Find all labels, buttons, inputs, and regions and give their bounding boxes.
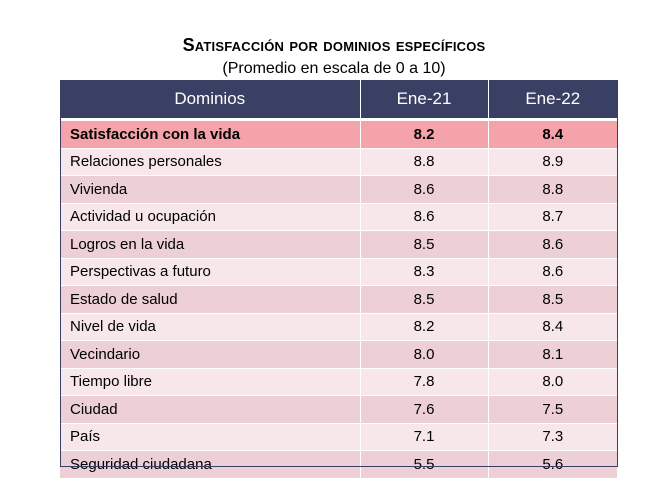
cell-ene-22: 8.7 (488, 202, 617, 231)
table-row: Vivienda 8.6 8.8 (60, 175, 617, 203)
cell-dominio: Ciudad (60, 395, 361, 423)
cell-dominio: Tiempo libre (60, 367, 361, 396)
cell-ene-21: 8.5 (360, 285, 489, 313)
table-row: Satisfacción con la vida 8.2 8.4 (60, 120, 617, 148)
table-title: Satisfacción por dominios específicos (182, 35, 486, 55)
cell-ene-22: 8.8 (488, 175, 617, 203)
header-ene-21: Ene-21 (360, 80, 489, 118)
cell-ene-22: 8.4 (488, 120, 617, 148)
table-row: Estado de salud 8.5 8.5 (60, 285, 617, 313)
cell-ene-21: 8.0 (360, 340, 489, 368)
cell-ene-21: 7.1 (360, 422, 489, 451)
cell-ene-22: 7.3 (488, 422, 617, 451)
table-row: Seguridad ciudadana 5.5 5.6 (60, 450, 617, 478)
cell-ene-21: 8.5 (360, 230, 489, 258)
cell-ene-21: 7.8 (360, 367, 489, 396)
cell-dominio: Logros en la vida (60, 230, 361, 258)
cell-dominio: Estado de salud (60, 285, 361, 313)
cell-ene-22: 8.6 (488, 230, 617, 258)
table-row: Tiempo libre 7.8 8.0 (60, 367, 617, 396)
table-row: Relaciones personales 8.8 8.9 (60, 147, 617, 176)
cell-ene-21: 8.2 (360, 120, 489, 148)
cell-ene-22: 8.9 (488, 147, 617, 176)
cell-ene-21: 8.6 (360, 202, 489, 231)
table-row: Vecindario 8.0 8.1 (60, 340, 617, 368)
cell-dominio: Nivel de vida (60, 312, 361, 341)
cell-ene-21: 8.6 (360, 175, 489, 203)
cell-ene-22: 8.1 (488, 340, 617, 368)
cell-dominio: Satisfacción con la vida (60, 120, 361, 148)
cell-ene-22: 8.4 (488, 312, 617, 341)
cell-ene-22: 8.5 (488, 285, 617, 313)
table-row: País 7.1 7.3 (60, 422, 617, 451)
cell-dominio: Actividad u ocupación (60, 202, 361, 231)
table-row: Nivel de vida 8.2 8.4 (60, 312, 617, 341)
cell-ene-21: 8.8 (360, 147, 489, 176)
table-body: Satisfacción con la vida 8.2 8.4 Relaciones… (60, 118, 617, 478)
table-row: Perspectivas a futuro 8.3 8.6 (60, 257, 617, 286)
cell-dominio: Perspectivas a futuro (60, 257, 361, 286)
satisfaction-table: Dominios Ene-21 Ene-22 Satisfacción con … (60, 80, 617, 478)
cell-ene-22: 5.6 (488, 450, 617, 478)
cell-dominio: Seguridad ciudadana (60, 450, 361, 478)
table-subtitle: (Promedio en escala de 0 a 10) (222, 60, 446, 77)
cell-ene-22: 8.6 (488, 257, 617, 286)
cell-ene-21: 8.3 (360, 257, 489, 286)
table-row: Actividad u ocupación 8.6 8.7 (60, 202, 617, 231)
header-ene-22: Ene-22 (488, 80, 617, 118)
cell-dominio: Relaciones personales (60, 147, 361, 176)
table-row: Logros en la vida 8.5 8.6 (60, 230, 617, 258)
cell-ene-22: 8.0 (488, 367, 617, 396)
header-dominios: Dominios (60, 80, 361, 118)
table-row: Ciudad 7.6 7.5 (60, 395, 617, 423)
cell-ene-21: 8.2 (360, 312, 489, 341)
cell-dominio: País (60, 422, 361, 451)
header-row: Dominios Ene-21 Ene-22 (60, 80, 617, 118)
cell-ene-22: 7.5 (488, 395, 617, 423)
cell-dominio: Vivienda (60, 175, 361, 203)
cell-ene-21: 5.5 (360, 450, 489, 478)
cell-dominio: Vecindario (60, 340, 361, 368)
cell-ene-21: 7.6 (360, 395, 489, 423)
